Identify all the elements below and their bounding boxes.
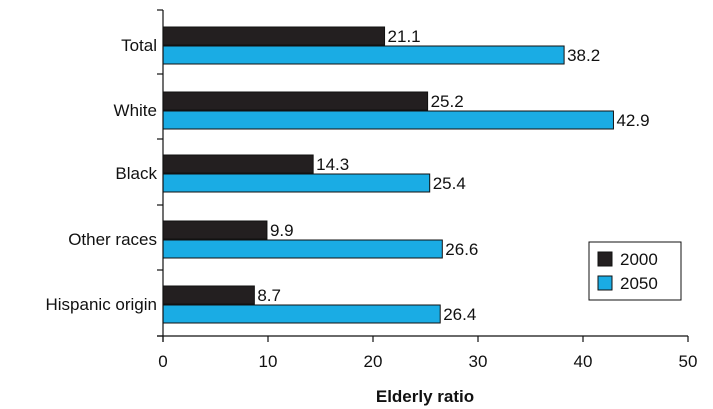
legend: 2000 2050	[588, 241, 682, 301]
x-tick-label: 10	[259, 352, 278, 371]
data-label-2050: 26.4	[443, 305, 476, 324]
data-label-2050: 26.6	[445, 240, 478, 259]
legend-swatch-2000	[597, 251, 613, 267]
bar-2000-hispanic-origin	[162, 285, 255, 305]
x-tick-label: 50	[679, 352, 698, 371]
bar-2050-total	[162, 45, 565, 65]
bar-2000-white	[162, 91, 429, 111]
category-labels-layer: Total White Black Other races Hispanic origi…	[46, 36, 158, 314]
x-tick-label: 20	[364, 352, 383, 371]
data-label-2050: 38.2	[567, 46, 600, 65]
bar-2050-white	[162, 110, 614, 130]
data-label-2000: 21.1	[388, 27, 421, 46]
bar-2050-hispanic-origin	[162, 304, 441, 324]
legend-swatch-2050	[597, 275, 613, 291]
category-label: Total	[121, 36, 157, 55]
data-label-2000: 8.7	[257, 286, 281, 305]
data-label-2050: 42.9	[616, 111, 649, 130]
legend-label-2000: 2000	[620, 250, 658, 269]
x-axis-title: Elderly ratio	[376, 387, 474, 406]
bar-2000-total	[162, 26, 386, 46]
bar-2000-black	[162, 154, 314, 174]
data-label-2050: 25.4	[433, 174, 466, 193]
x-tick-label: 30	[469, 352, 488, 371]
category-label: White	[114, 101, 157, 120]
x-tick-label: 40	[574, 352, 593, 371]
legend-label-2050: 2050	[620, 274, 658, 293]
data-label-2000: 25.2	[431, 92, 464, 111]
category-label: Other races	[68, 230, 157, 249]
bars-layer	[162, 26, 614, 324]
bar-2000-other-races	[162, 220, 268, 240]
bar-2050-other-races	[162, 239, 443, 259]
x-tick-label: 0	[158, 352, 167, 371]
category-label: Hispanic origin	[46, 295, 158, 314]
category-label: Black	[115, 164, 157, 183]
data-label-2000: 9.9	[270, 221, 294, 240]
data-label-2000: 14.3	[316, 155, 349, 174]
data-labels-layer: 21.1 38.2 25.2 42.9 14.3 25.4 9.9 26.6 8.7 26.4	[257, 27, 649, 324]
bar-2050-black	[162, 173, 431, 193]
axes-layer: 0 10 20 30 40 50	[157, 9, 698, 371]
